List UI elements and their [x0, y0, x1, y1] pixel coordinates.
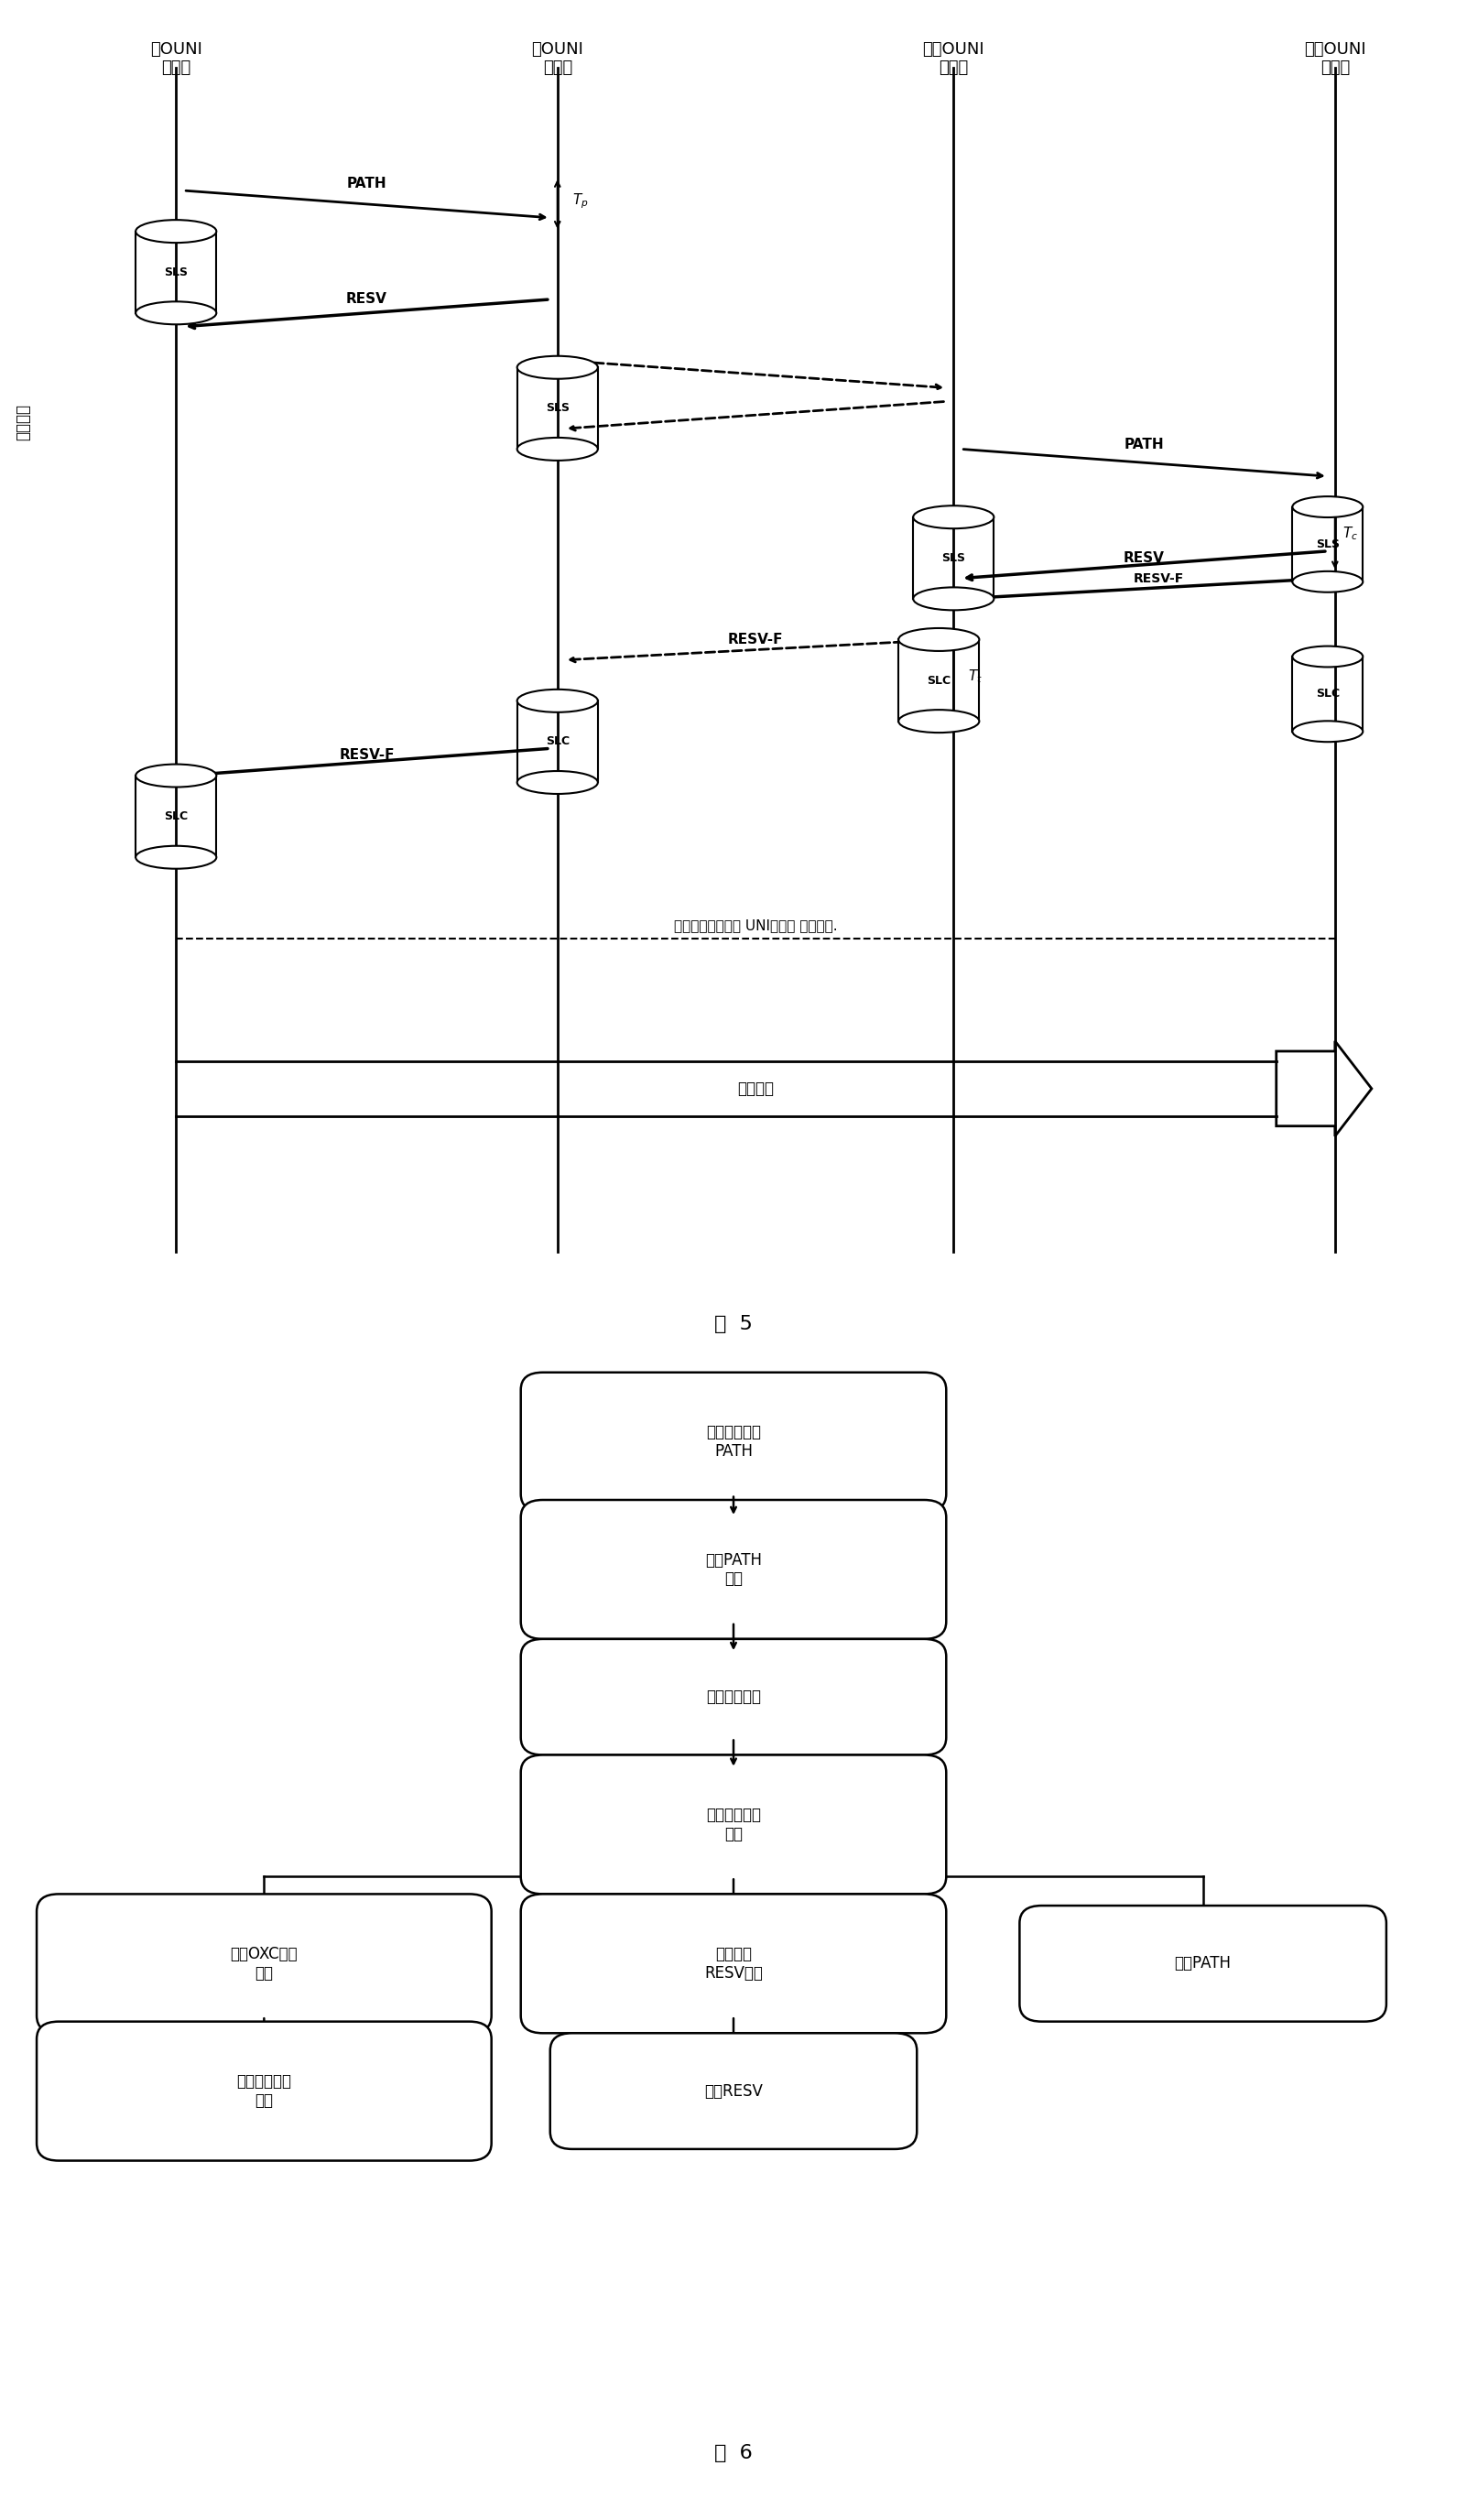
Text: 本地入口资源
分配: 本地入口资源 分配 [706, 1807, 761, 1842]
Text: 发送PATH: 发送PATH [1175, 1956, 1231, 1971]
Ellipse shape [518, 771, 599, 794]
Ellipse shape [518, 355, 599, 378]
Text: SLS: SLS [942, 552, 965, 564]
Bar [516, 701, 599, 781]
Text: PATH: PATH [1124, 438, 1165, 451]
Bar [516, 368, 599, 449]
Text: RESV: RESV [1124, 552, 1165, 564]
Text: RESV: RESV [346, 292, 387, 305]
Text: 建立PATH
状态: 建立PATH 状态 [706, 1552, 761, 1588]
FancyArrow shape [1276, 1041, 1372, 1137]
Bar [135, 776, 217, 857]
Text: 探测本地资源: 探测本地资源 [706, 1688, 761, 1706]
Ellipse shape [1292, 572, 1363, 592]
FancyBboxPatch shape [521, 1895, 946, 2034]
Ellipse shape [1292, 645, 1363, 668]
Ellipse shape [135, 847, 217, 869]
Ellipse shape [898, 627, 980, 650]
Text: SLS: SLS [546, 403, 569, 413]
FancyBboxPatch shape [521, 1638, 946, 1754]
Text: 信令时延: 信令时延 [15, 403, 31, 441]
Text: PATH: PATH [346, 176, 387, 192]
Text: 连接建立成功，源 UNI用户侧 开始传输.: 连接建立成功，源 UNI用户侧 开始传输. [673, 917, 838, 932]
Text: 目的OUNI
客户侧: 目的OUNI 客户侧 [1304, 40, 1366, 76]
FancyBboxPatch shape [521, 1373, 946, 1512]
Ellipse shape [135, 302, 217, 325]
Text: 驱动OXC交叉
连接: 驱动OXC交叉 连接 [230, 1945, 298, 1981]
Text: 建立入口
RESV状态: 建立入口 RESV状态 [704, 1945, 763, 1981]
Bar [912, 517, 995, 600]
Text: SLC: SLC [164, 811, 188, 822]
Text: SLS: SLS [1316, 539, 1339, 549]
FancyBboxPatch shape [521, 1499, 946, 1638]
Ellipse shape [912, 587, 995, 610]
Ellipse shape [135, 764, 217, 786]
Ellipse shape [1292, 496, 1363, 517]
Text: $T_p$: $T_p$ [572, 192, 588, 209]
Text: SLC: SLC [927, 675, 951, 685]
Ellipse shape [898, 711, 980, 733]
Bar [898, 640, 980, 721]
Ellipse shape [518, 690, 599, 713]
Text: 中间节点收到
PATH: 中间节点收到 PATH [706, 1424, 761, 1459]
Text: 保持入口倒换
状态: 保持入口倒换 状态 [236, 2074, 292, 2109]
Ellipse shape [1292, 721, 1363, 741]
Text: 数据传输: 数据传输 [738, 1081, 773, 1096]
Text: 源OUNI
网络侧: 源OUNI 网络侧 [531, 40, 584, 76]
Text: 目的OUNI
网络侧: 目的OUNI 网络侧 [923, 40, 984, 76]
Ellipse shape [912, 507, 995, 529]
Text: SLC: SLC [546, 736, 569, 748]
Text: RESV-F: RESV-F [1134, 572, 1184, 585]
Text: 发送RESV: 发送RESV [704, 2084, 763, 2099]
Text: 源OUNI
客户侧: 源OUNI 客户侧 [150, 40, 202, 76]
Text: 图  6: 图 6 [714, 2444, 753, 2462]
FancyBboxPatch shape [1020, 1905, 1386, 2021]
FancyBboxPatch shape [521, 1754, 946, 1895]
Text: $T_t$: $T_t$ [968, 668, 983, 685]
Bar [1292, 658, 1363, 731]
Text: SLS: SLS [164, 267, 188, 277]
Text: 图  5: 图 5 [714, 1315, 753, 1333]
FancyBboxPatch shape [550, 2034, 917, 2150]
FancyBboxPatch shape [37, 1895, 491, 2034]
Ellipse shape [518, 438, 599, 461]
Bar [135, 232, 217, 312]
Text: SLC: SLC [1316, 688, 1339, 701]
FancyBboxPatch shape [37, 2021, 491, 2160]
Text: RESV-F: RESV-F [728, 633, 783, 645]
Text: RESV-F: RESV-F [339, 748, 395, 761]
Bar [1292, 507, 1363, 582]
Ellipse shape [135, 219, 217, 242]
Text: $T_c$: $T_c$ [1342, 524, 1358, 542]
